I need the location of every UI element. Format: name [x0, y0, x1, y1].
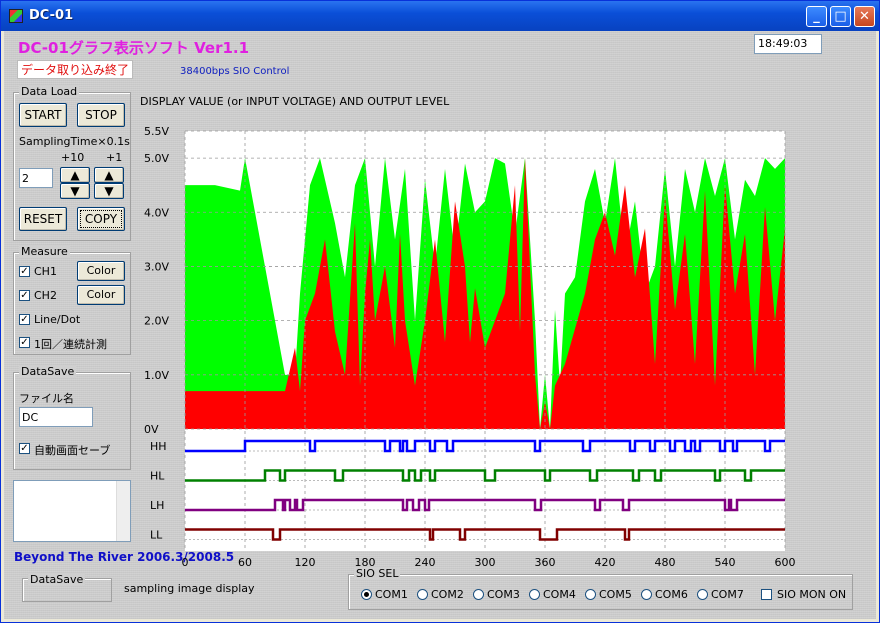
digital-label-hl: HL	[150, 470, 165, 483]
datasave-group: DataSave ファイル名 DC ✓ 自動画面セーブ	[13, 365, 131, 470]
digital-trace-hl	[185, 469, 785, 482]
com7-label: COM7	[711, 588, 744, 601]
x-tick-label: 420	[595, 556, 616, 566]
digital-trace-hh	[185, 439, 785, 453]
sampling-image-text: sampling image display	[124, 582, 255, 595]
continuous-label: 1回／連続計測	[34, 338, 107, 351]
x-tick-label: 240	[415, 556, 436, 566]
line-dot-checkbox[interactable]: ✓	[19, 314, 30, 325]
y-tick-label: 2.0V	[144, 315, 169, 328]
x-tick-label: 360	[535, 556, 556, 566]
x-tick-label: 480	[655, 556, 676, 566]
filename-input[interactable]: DC	[19, 407, 93, 427]
datasave-label: DataSave	[19, 365, 77, 378]
digital-label-ll: LL	[150, 529, 163, 542]
ch2-label: CH2	[34, 289, 57, 302]
voltage-chart: DISPLAY VALUE (or INPUT VOLTAGE) AND OUT…	[140, 95, 796, 566]
series-ch2-area	[185, 158, 785, 429]
footer-datasave-group: DataSave	[22, 573, 112, 602]
continuous-checkbox[interactable]: ✓	[19, 337, 30, 348]
log-scrollbar[interactable]	[116, 481, 130, 541]
plus10-up-button[interactable]: ▲	[60, 167, 90, 183]
start-button[interactable]: START	[19, 103, 67, 127]
minimize-icon[interactable]: _	[806, 6, 827, 27]
ch1-label: CH1	[34, 265, 57, 278]
com6-label: COM6	[655, 588, 688, 601]
y-tick-label: 5.5V	[144, 125, 169, 138]
y-tick-label: 4.0V	[144, 206, 169, 219]
digital-trace-ll	[185, 528, 785, 541]
data-load-group: Data Load START STOP SamplingTime×0.1s +…	[13, 85, 131, 241]
plus10-label: +10	[61, 151, 85, 164]
x-tick-label: 540	[715, 556, 736, 566]
reset-button[interactable]: RESET	[19, 207, 67, 231]
com3-label: COM3	[487, 588, 520, 601]
x-tick-label: 60	[238, 556, 252, 566]
com3-radio[interactable]	[473, 589, 484, 600]
x-tick-label: 600	[775, 556, 796, 566]
sampling-time-input[interactable]: 2	[19, 168, 53, 188]
com1-radio[interactable]	[361, 589, 372, 600]
title-bar[interactable]: DC-01 _ □ ✕	[1, 1, 879, 31]
app-icon	[9, 9, 23, 23]
close-icon[interactable]: ✕	[854, 6, 875, 27]
auto-save-label: 自動画面セーブ	[34, 444, 111, 457]
sio-monitor-label: SIO MON ON	[777, 588, 847, 601]
plus10-down-button[interactable]: ▼	[60, 183, 90, 199]
footer-datasave-label: DataSave	[28, 573, 86, 586]
y-tick-label: 1.0V	[144, 369, 169, 382]
ch2-color-button[interactable]: Color	[77, 285, 125, 305]
sio-sel-group: SIO SEL COM1 COM2 COM3 COM4 COM5 COM6 CO…	[348, 567, 853, 610]
measure-group: Measure ✓ CH1 Color ✓ CH2 Color ✓ Line/D…	[13, 245, 131, 355]
data-load-label: Data Load	[19, 85, 80, 98]
digital-label-lh: LH	[150, 499, 164, 512]
plus1-down-button[interactable]: ▼	[94, 183, 124, 199]
x-tick-label: 300	[475, 556, 496, 566]
status-text: データ取り込み終了	[17, 60, 134, 79]
com1-label: COM1	[375, 588, 408, 601]
log-textarea[interactable]	[13, 480, 131, 542]
digital-label-hh: HH	[150, 440, 167, 453]
com7-radio[interactable]	[697, 589, 708, 600]
measure-label: Measure	[19, 245, 70, 258]
line-dot-label: Line/Dot	[34, 313, 81, 326]
com2-radio[interactable]	[417, 589, 428, 600]
plus1-up-button[interactable]: ▲	[94, 167, 124, 183]
clock-field: 18:49:03	[754, 34, 822, 54]
com4-label: COM4	[543, 588, 576, 601]
sio-control-text: 38400bps SIO Control	[180, 66, 290, 77]
copy-button[interactable]: COPY	[77, 207, 125, 231]
sio-sel-label: SIO SEL	[354, 567, 401, 580]
com4-radio[interactable]	[529, 589, 540, 600]
x-tick-label: 180	[355, 556, 376, 566]
auto-save-checkbox[interactable]: ✓	[19, 443, 30, 454]
sampling-time-label: SamplingTime×0.1s	[19, 135, 130, 148]
y-tick-label: 3.0V	[144, 260, 169, 273]
maximize-icon[interactable]: □	[830, 6, 851, 27]
stop-button[interactable]: STOP	[77, 103, 125, 127]
ch2-checkbox[interactable]: ✓	[19, 290, 30, 301]
page-title: DC-01グラフ表示ソフト Ver1.1	[18, 39, 250, 57]
window-title: DC-01	[29, 8, 74, 23]
ch1-checkbox[interactable]: ✓	[19, 266, 30, 277]
digital-trace-lh	[185, 498, 785, 512]
filename-label: ファイル名	[19, 392, 74, 405]
com5-radio[interactable]	[585, 589, 596, 600]
x-tick-label: 120	[295, 556, 316, 566]
com6-radio[interactable]	[641, 589, 652, 600]
ch1-color-button[interactable]: Color	[77, 261, 125, 281]
client-area: DC-01グラフ表示ソフト Ver1.1 データ取り込み終了 38400bps …	[4, 31, 876, 619]
y-tick-label: 0V	[144, 423, 159, 436]
x-tick-label: 0	[182, 556, 189, 566]
com5-label: COM5	[599, 588, 632, 601]
plus1-label: +1	[106, 151, 123, 164]
credit-text: Beyond The River 2006.3/2008.5	[14, 550, 235, 564]
y-tick-label: 5.0V	[144, 152, 169, 165]
chart-title: DISPLAY VALUE (or INPUT VOLTAGE) AND OUT…	[140, 95, 450, 108]
com2-label: COM2	[431, 588, 464, 601]
sio-monitor-checkbox[interactable]	[761, 589, 772, 600]
